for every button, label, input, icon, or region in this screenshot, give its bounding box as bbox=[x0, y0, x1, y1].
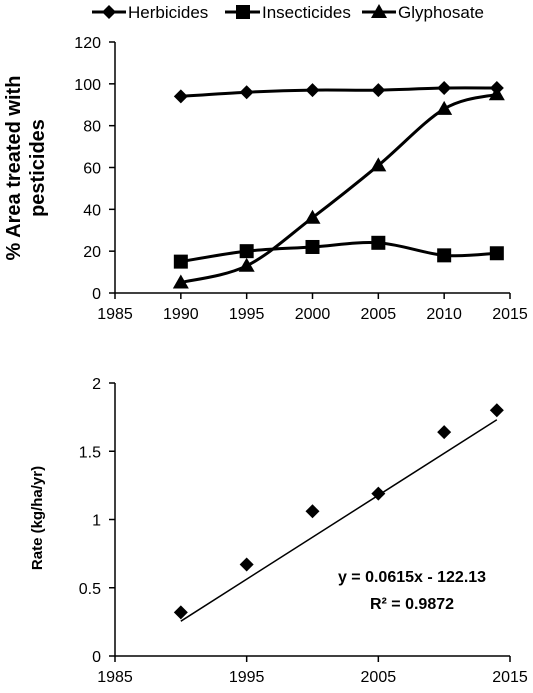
rate-data-point bbox=[371, 486, 386, 501]
top-y-axis-title-line-1: % Area treated with bbox=[3, 76, 25, 261]
legend-herbicides-marker bbox=[102, 5, 116, 19]
top-plot-area bbox=[172, 81, 505, 289]
bottom-x-tick-label: 1995 bbox=[229, 669, 265, 686]
insecticides-data-point bbox=[305, 239, 320, 254]
insecticides-data-point bbox=[173, 254, 188, 269]
rate-data-point bbox=[173, 605, 188, 620]
glyphosate-data-point bbox=[304, 209, 321, 224]
insecticides-data-point bbox=[371, 235, 386, 250]
legend-insecticides-marker bbox=[236, 5, 250, 19]
bottom-y-tick-label: 0.5 bbox=[79, 581, 101, 598]
insecticides-data-point bbox=[489, 246, 504, 261]
herbicides-data-point bbox=[239, 85, 254, 100]
glyphosate-data-point bbox=[172, 274, 189, 289]
trendline-r-squared: R² = 0.9872 bbox=[370, 596, 454, 613]
top-axis-ticks: 1985 1990 1995 2000 2005 2010 2015 0 20 40 60 80 100… bbox=[74, 35, 528, 323]
top-x-tick-label: 2015 bbox=[492, 306, 528, 323]
top-x-tick-label: 2005 bbox=[361, 306, 397, 323]
top-y-tick-label: 120 bbox=[74, 35, 101, 52]
bottom-y-tick-label: 2 bbox=[92, 376, 101, 393]
top-y-tick-label: 20 bbox=[83, 244, 101, 261]
top-x-tick-label: 1985 bbox=[97, 306, 133, 323]
trendline bbox=[180, 419, 498, 622]
insecticides-data-point bbox=[437, 248, 452, 263]
legend-insecticides: Insecticides bbox=[225, 3, 351, 22]
legend-glyphosate: Glyphosate bbox=[362, 3, 484, 22]
top-x-tick-label: 2000 bbox=[295, 306, 331, 323]
top-x-tick-label: 1995 bbox=[229, 306, 265, 323]
glyphosate-data-point bbox=[370, 157, 387, 172]
rate-data-point bbox=[305, 504, 320, 519]
top-y-tick-label: 0 bbox=[92, 286, 101, 303]
herbicides-data-point bbox=[173, 89, 188, 104]
bottom-x-tick-label: 1985 bbox=[97, 669, 133, 686]
glyphosate-data-point bbox=[436, 100, 453, 115]
bottom-y-tick-label: 1 bbox=[92, 513, 101, 530]
trendline-equation: y = 0.0615x - 122.13 bbox=[338, 569, 486, 586]
legend-herbicides-label: Herbicides bbox=[128, 3, 208, 22]
top-x-tick-label: 2010 bbox=[426, 306, 462, 323]
legend-insecticides-label: Insecticides bbox=[262, 3, 351, 22]
herbicides-data-point bbox=[437, 81, 452, 96]
herbicides-data-point bbox=[371, 83, 386, 98]
glyphosate-data-point bbox=[238, 257, 255, 272]
rate-data-point bbox=[437, 425, 452, 440]
bottom-axis-ticks: 1985 1995 2005 2015 0 0.5 1 1.5 2 bbox=[79, 376, 528, 686]
bottom-y-tick-label: 1.5 bbox=[79, 444, 101, 461]
rate-data-point bbox=[489, 403, 504, 418]
insecticides-data-point bbox=[239, 244, 254, 259]
legend-glyphosate-label: Glyphosate bbox=[398, 3, 484, 22]
top-y-axis-title-line-2: pesticides bbox=[27, 119, 49, 217]
rate-data-point bbox=[239, 557, 254, 572]
legend-herbicides: Herbicides bbox=[92, 3, 208, 22]
top-y-tick-label: 80 bbox=[83, 119, 101, 136]
top-y-tick-label: 60 bbox=[83, 161, 101, 178]
bottom-y-axis-title: Rate (kg/ha/yr) bbox=[29, 466, 46, 570]
bottom-plot-area bbox=[173, 403, 504, 622]
legend-glyphosate-marker bbox=[371, 4, 387, 18]
legend: Herbicides Insecticides Glyphosate bbox=[92, 3, 484, 22]
bottom-x-tick-label: 2005 bbox=[361, 669, 397, 686]
top-x-tick-label: 1990 bbox=[163, 306, 199, 323]
bottom-x-tick-label: 2015 bbox=[492, 669, 528, 686]
glyphosate-data-point bbox=[488, 86, 505, 101]
top-y-tick-label: 40 bbox=[83, 202, 101, 219]
bottom-y-tick-label: 0 bbox=[92, 649, 101, 666]
top-y-tick-label: 100 bbox=[74, 77, 101, 94]
herbicides-data-point bbox=[305, 83, 320, 98]
